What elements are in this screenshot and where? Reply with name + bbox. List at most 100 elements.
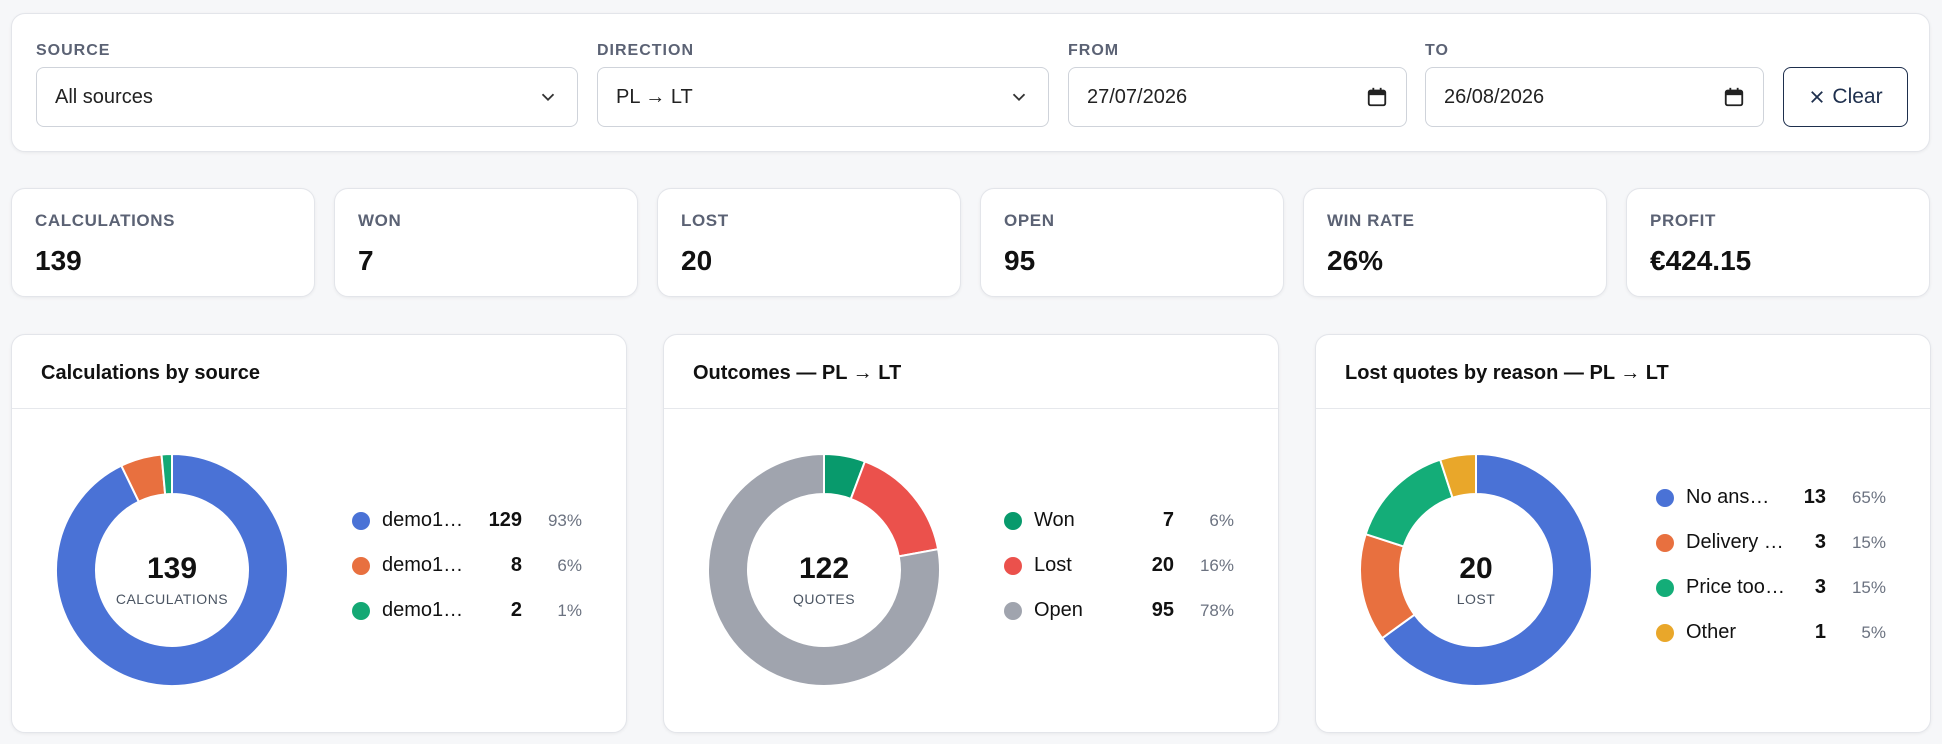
legend-name: Price too …: [1686, 576, 1786, 598]
kpi-label: OPEN: [1004, 211, 1055, 230]
legend-dot: [1656, 534, 1674, 552]
legend-pct: 6%: [1209, 511, 1234, 530]
legend-item[interactable]: No ans… 13 65%: [1656, 483, 1916, 513]
chevron-down-icon: [1012, 93, 1026, 102]
legend-item[interactable]: Price too … 3 15%: [1656, 573, 1916, 603]
calendar-icon[interactable]: [1366, 86, 1388, 108]
legend-name: Delivery t…: [1686, 531, 1786, 553]
panel-calculations-by-source: Calculations by source 139 CALCULATIONS …: [11, 334, 627, 733]
from-value: 27/07/2026: [1087, 85, 1188, 108]
legend-item[interactable]: Other 1 5%: [1656, 618, 1916, 648]
donut-slice[interactable]: [707, 452, 941, 687]
legend-pct: 78%: [1199, 601, 1234, 620]
legend-value: 20: [1151, 554, 1174, 576]
kpi-label: CALCULATIONS: [35, 211, 176, 230]
chevron-down-icon: [541, 93, 555, 102]
donut-slice[interactable]: [1380, 452, 1593, 687]
close-icon: [1811, 91, 1824, 103]
legend-pct: 5%: [1861, 623, 1886, 642]
calendar-icon[interactable]: [1723, 86, 1745, 108]
from-date-input[interactable]: 27/07/2026: [1068, 67, 1407, 127]
kpi-open: OPEN 95: [980, 188, 1284, 297]
legend-item[interactable]: Delivery t… 3 15%: [1656, 528, 1916, 558]
legend-value: 2: [510, 599, 522, 621]
legend-value: 13: [1803, 486, 1826, 508]
legend-dot: [1656, 624, 1674, 642]
legend-value: 3: [1814, 576, 1826, 598]
kpi-label: WON: [358, 211, 402, 230]
legend-item[interactable]: demo100… 2 1%: [352, 596, 612, 626]
kpi-value: 7: [358, 245, 374, 276]
legend-pct: 1%: [557, 601, 582, 620]
divider: [1316, 408, 1930, 409]
legend-name: Other: [1686, 621, 1737, 643]
kpi-calculations: CALCULATIONS 139: [11, 188, 315, 297]
legend-pct: 93%: [547, 511, 582, 530]
kpi-profit: PROFIT €424.15: [1626, 188, 1930, 297]
kpi-value: €424.15: [1650, 245, 1752, 276]
donut-slice[interactable]: [849, 460, 940, 558]
legend-pct: 6%: [557, 556, 582, 575]
filters-card: SOURCE All sources DIRECTION PL → LT FRO…: [11, 13, 1930, 152]
legend-name: demo100…: [382, 599, 470, 621]
kpi-value: 139: [35, 245, 82, 276]
legend-dot: [352, 557, 370, 575]
direction-label: DIRECTION: [597, 42, 694, 59]
kpi-value: 20: [681, 245, 713, 276]
to-label: TO: [1425, 42, 1449, 59]
panel-title: Outcomes — PL → LT: [693, 362, 902, 384]
kpi-label: PROFIT: [1650, 211, 1716, 230]
to-date-input[interactable]: 26/08/2026: [1425, 67, 1764, 127]
donut-center-label: CALCULATIONS: [116, 591, 228, 607]
kpi-label: WIN RATE: [1327, 211, 1415, 230]
panel-title: Lost quotes by reason — PL → LT: [1345, 362, 1669, 384]
legend-pct: 16%: [1199, 556, 1234, 575]
legend-item[interactable]: Lost 20 16%: [1004, 551, 1264, 581]
source-select[interactable]: All sources: [36, 67, 578, 127]
legend-dot: [1004, 602, 1022, 620]
source-label: SOURCE: [36, 42, 111, 59]
kpi-value: 95: [1004, 245, 1036, 276]
legend-pct: 15%: [1851, 578, 1886, 597]
legend-dot: [1656, 579, 1674, 597]
clear-label: Clear: [1832, 85, 1883, 108]
legend-dot: [1004, 557, 1022, 575]
donut-slice[interactable]: [55, 452, 289, 687]
legend-value: 7: [1162, 509, 1174, 531]
legend-value: 129: [488, 509, 522, 531]
legend-item[interactable]: demo100… 8 6%: [352, 551, 612, 581]
legend-item[interactable]: demo1… 129 93%: [352, 506, 612, 536]
legend-name: No ans…: [1686, 486, 1770, 508]
donut-slice[interactable]: [1438, 452, 1477, 499]
kpi-value: 26%: [1327, 245, 1384, 276]
legend-value: 95: [1151, 599, 1174, 621]
legend-pct: 65%: [1851, 488, 1886, 507]
kpi-win-rate: WIN RATE 26%: [1303, 188, 1607, 297]
legend-value: 1: [1814, 621, 1826, 643]
legend-item[interactable]: Open 95 78%: [1004, 596, 1264, 626]
legend-item[interactable]: Won 7 6%: [1004, 506, 1264, 536]
donut-center-value: 122: [799, 552, 849, 585]
legend-name: demo100…: [382, 554, 470, 576]
divider: [12, 408, 626, 409]
direction-select[interactable]: PL → LT: [597, 67, 1049, 127]
legend-name: Lost: [1034, 554, 1072, 576]
panel-lost-by-reason: Lost quotes by reason — PL → LT 20 LOST …: [1315, 334, 1931, 733]
donut-center-value: 20: [1459, 552, 1492, 585]
kpi-label: LOST: [681, 211, 729, 230]
panel-outcomes: Outcomes — PL → LT 122 QUOTES Won 7 6% L…: [663, 334, 1279, 733]
legend-name: Open: [1034, 599, 1083, 621]
legend-name: Won: [1034, 509, 1075, 531]
clear-button[interactable]: Clear: [1783, 67, 1908, 127]
legend-value: 3: [1814, 531, 1826, 553]
kpi-lost: LOST 20: [657, 188, 961, 297]
kpi-won: WON 7: [334, 188, 638, 297]
legend-pct: 15%: [1851, 533, 1886, 552]
legend-name: demo1…: [382, 509, 464, 531]
donut-center-label: QUOTES: [793, 591, 855, 607]
donut-slice[interactable]: [160, 452, 173, 496]
donut-slice[interactable]: [1364, 458, 1454, 548]
direction-value: PL → LT: [616, 85, 693, 108]
legend-dot: [1004, 512, 1022, 530]
legend-dot: [352, 512, 370, 530]
